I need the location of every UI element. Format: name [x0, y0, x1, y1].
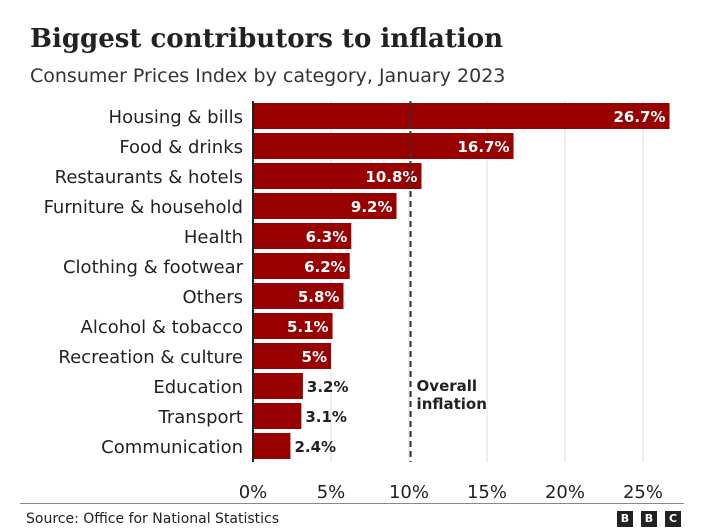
value-label: 5.8%: [298, 288, 340, 306]
x-tick-label: 10%: [389, 482, 429, 500]
bar: [253, 103, 670, 129]
bar: [253, 163, 422, 189]
bar: [253, 133, 514, 159]
source-note: Source: Office for National Statistics: [26, 511, 280, 527]
category-label: Education: [153, 377, 243, 398]
x-tick-label: 25%: [623, 482, 663, 500]
value-label: 26.7%: [613, 108, 665, 126]
bar: [253, 313, 333, 339]
chart-title: Biggest contributors to inflation: [30, 24, 504, 54]
x-tick-label: 15%: [467, 482, 507, 500]
category-label: Alcohol & tobacco: [81, 317, 243, 338]
footer-divider: [20, 503, 684, 504]
bar: [253, 193, 397, 219]
category-label: Communication: [101, 437, 243, 458]
bbc-logo-letter-3: C: [665, 511, 681, 527]
bar: [253, 343, 331, 369]
overall-inflation-label: inflation: [417, 395, 487, 413]
category-label: Clothing & footwear: [63, 257, 244, 278]
bbc-logo-letter-1: B: [617, 511, 633, 527]
bar: [253, 283, 344, 309]
bar: [253, 223, 352, 249]
category-label: Recreation & culture: [58, 347, 243, 368]
x-tick-label: 20%: [545, 482, 585, 500]
bar: [253, 253, 350, 279]
bar-chart: 0% 5% 10% 15% 20% 25% Housing & bills 26.7% Food…: [44, 101, 670, 500]
bbc-logo-letter-2: B: [641, 511, 657, 527]
category-label: Others: [183, 287, 244, 308]
category-label: Housing & bills: [109, 107, 243, 128]
category-label: Health: [184, 227, 243, 248]
category-label: Furniture & household: [44, 197, 243, 218]
value-label: 9.2%: [351, 198, 393, 216]
value-label: 10.8%: [365, 168, 417, 186]
overall-inflation-label: Overall: [417, 377, 478, 395]
value-label: 3.1%: [305, 408, 347, 426]
x-tick-label: 5%: [317, 482, 346, 500]
value-label: 16.7%: [457, 138, 509, 156]
category-label: Restaurants & hotels: [55, 167, 243, 188]
bar: [253, 433, 291, 459]
x-tick-label: 0%: [239, 482, 268, 500]
bar: [253, 403, 302, 429]
category-label: Food & drinks: [119, 137, 243, 158]
bar: [253, 373, 303, 399]
value-label: 5%: [302, 348, 327, 366]
chart-subtitle: Consumer Prices Index by category, Janua…: [30, 65, 506, 87]
value-label: 6.3%: [306, 228, 348, 246]
category-label: Transport: [158, 407, 243, 428]
value-label: 3.2%: [307, 378, 349, 396]
value-label: 6.2%: [304, 258, 346, 276]
value-label: 2.4%: [294, 438, 336, 456]
value-label: 5.1%: [287, 318, 329, 336]
